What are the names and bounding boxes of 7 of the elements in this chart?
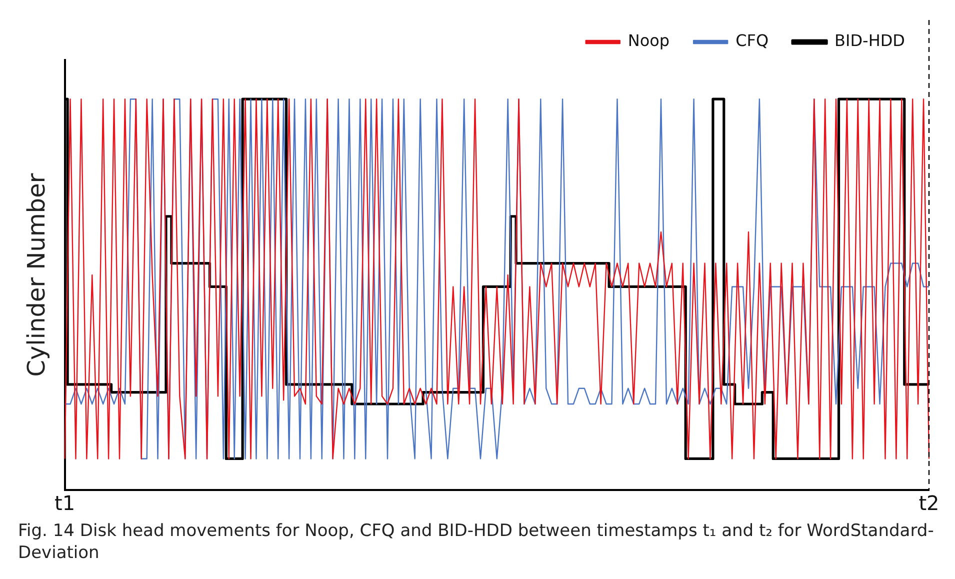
- legend-label: BID-HDD: [834, 31, 906, 50]
- legend-label: Noop: [628, 31, 670, 50]
- y-axis-title: Cylinder Number: [22, 173, 51, 377]
- legend-label: CFQ: [736, 31, 769, 50]
- x-tick-label: t2: [918, 491, 940, 516]
- caption: Fig. 14 Disk head movements for Noop, CFQ and BID-HDD between timestamps t₁ and t₂ for WordStandard-Deviation: [18, 520, 935, 564]
- x-tick-label: t1: [54, 491, 76, 516]
